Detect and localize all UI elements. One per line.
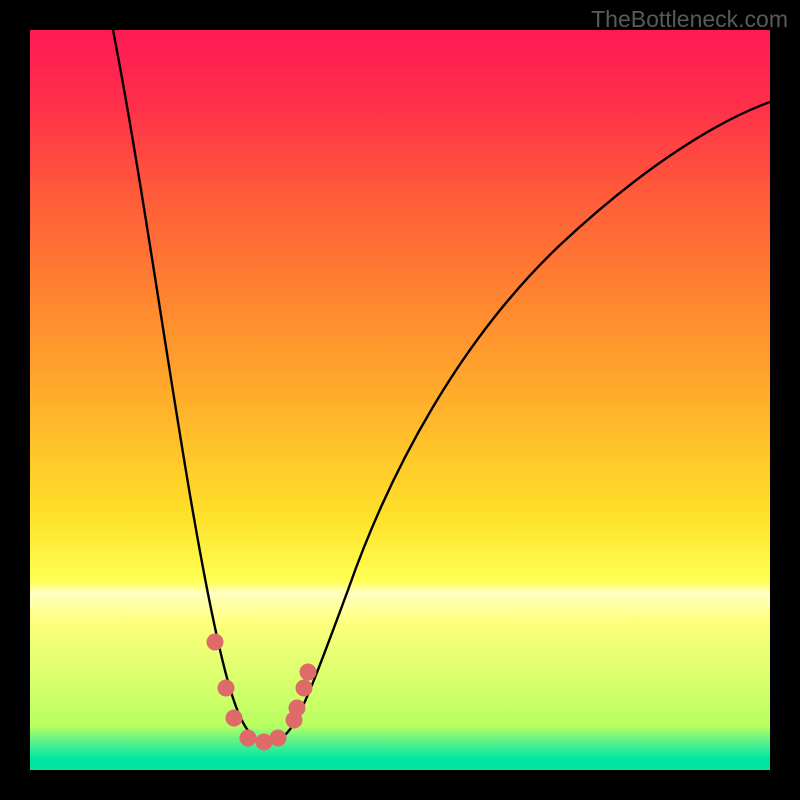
marker-point <box>240 730 256 746</box>
curve-layer <box>30 30 770 770</box>
marker-point <box>256 734 272 750</box>
plot-area <box>30 30 770 770</box>
marker-point <box>226 710 242 726</box>
chart-container: TheBottleneck.com <box>0 0 800 800</box>
marker-point <box>270 730 286 746</box>
marker-point <box>300 664 316 680</box>
watermark-text: TheBottleneck.com <box>591 6 788 33</box>
marker-point <box>218 680 234 696</box>
marker-point <box>296 680 312 696</box>
marker-group <box>207 634 316 750</box>
marker-point <box>207 634 223 650</box>
marker-point <box>289 700 305 716</box>
